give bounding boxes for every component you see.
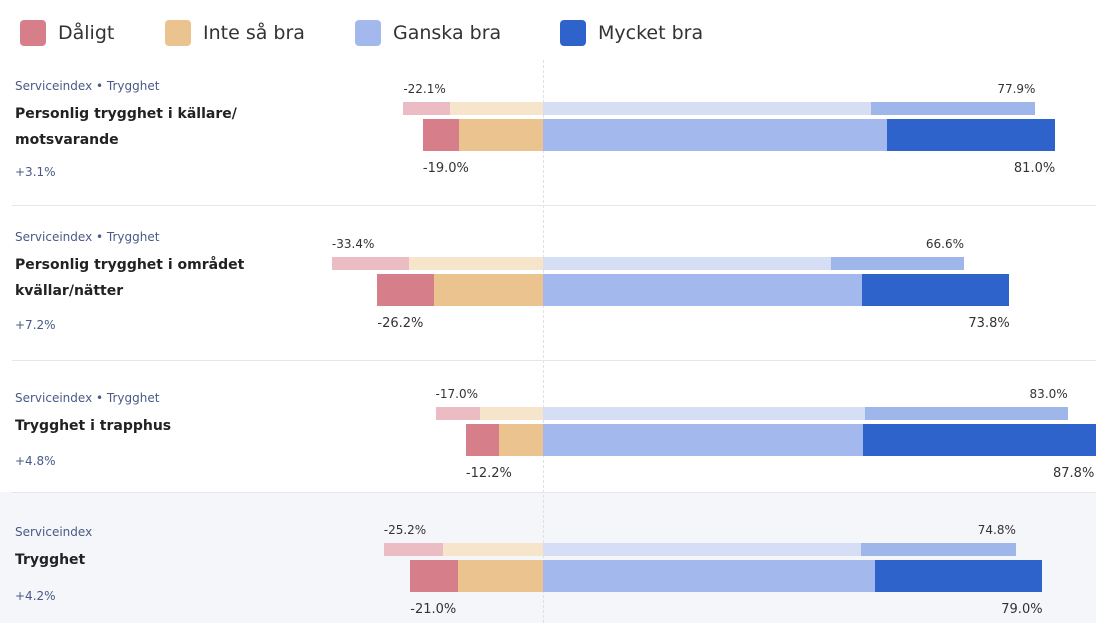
row-separator — [12, 205, 1096, 206]
row-change: +3.1% — [15, 165, 56, 179]
bar-segment — [403, 102, 451, 115]
row-separator — [12, 492, 1096, 493]
bar-segment — [377, 274, 435, 306]
bar-segment — [865, 407, 1068, 420]
row-title: Trygghet i trapphus — [15, 418, 172, 434]
bar-segment — [862, 274, 1010, 306]
bar-segment — [543, 274, 863, 306]
bar-segment — [410, 560, 459, 592]
legend-item: Dåligt — [20, 20, 114, 46]
total-label: -25.2% — [383, 523, 427, 537]
row-category: Serviceindex — [15, 525, 93, 539]
bar-segment — [862, 424, 1096, 456]
bar-segment — [543, 257, 832, 270]
row-category: Serviceindex • Trygghet — [15, 79, 160, 93]
legend-label: Dåligt — [58, 22, 115, 44]
row-title: Personlig trygghet i området kvällar/nät… — [15, 257, 245, 299]
bar-segment — [543, 560, 875, 592]
total-label: -33.4% — [331, 237, 375, 251]
bar-segment — [543, 102, 871, 115]
bar-segment — [498, 424, 543, 456]
bar-segment — [383, 543, 443, 556]
row-change: +4.2% — [15, 589, 56, 603]
row-category: Serviceindex • Trygghet — [15, 230, 160, 244]
legend-swatch — [165, 20, 191, 46]
row-title: Trygghet — [15, 552, 86, 568]
row-category: Serviceindex • Trygghet — [15, 391, 160, 405]
bar-segment — [465, 424, 499, 456]
total-label: 74.8% — [977, 523, 1016, 537]
bar-segment — [331, 257, 409, 270]
bar-segment — [887, 119, 1055, 151]
center-line — [543, 60, 544, 623]
bar-segment — [543, 424, 863, 456]
bar-segment — [543, 543, 861, 556]
legend-item: Mycket bra — [560, 20, 703, 46]
bar-segment — [860, 543, 1016, 556]
bar-segment — [435, 407, 480, 420]
total-label: -21.0% — [410, 602, 457, 617]
legend-item: Ganska bra — [355, 20, 501, 46]
bar-segment — [409, 257, 543, 270]
bar-segment — [479, 407, 543, 420]
row-title: Personlig trygghet i källare/ motsvarand… — [15, 106, 237, 148]
bar-segment — [434, 274, 543, 306]
row-change: +4.8% — [15, 454, 56, 468]
total-label: 79.0% — [1001, 602, 1043, 617]
total-label: 66.6% — [925, 237, 965, 251]
total-label: 83.0% — [1029, 387, 1068, 401]
total-label: -26.2% — [377, 316, 424, 331]
legend-swatch — [355, 20, 381, 46]
bar-segment — [874, 560, 1043, 592]
total-label: 87.8% — [1053, 466, 1095, 481]
bar-segment — [458, 560, 543, 592]
row-change: +7.2% — [15, 318, 56, 332]
legend-label: Inte så bra — [203, 22, 305, 44]
bar-segment — [831, 257, 964, 270]
bar-segment — [543, 119, 888, 151]
total-label: -19.0% — [422, 161, 469, 176]
legend-item: Inte så bra — [165, 20, 305, 46]
bar-segment — [871, 102, 1036, 115]
total-label: 81.0% — [1013, 161, 1056, 176]
bar-segment — [458, 119, 543, 151]
total-label: -12.2% — [465, 466, 512, 481]
bar-segment — [422, 119, 459, 151]
legend-label: Ganska bra — [393, 22, 502, 44]
total-label: -22.1% — [403, 82, 446, 96]
total-label: 73.8% — [968, 316, 1010, 331]
legend-swatch — [20, 20, 46, 46]
total-label: -17.0% — [435, 387, 478, 401]
bar-segment — [543, 407, 866, 420]
legend-label: Mycket bra — [598, 22, 704, 44]
row-highlight — [0, 492, 1096, 623]
bar-segment — [442, 543, 543, 556]
row-separator — [12, 360, 1096, 361]
legend-swatch — [560, 20, 586, 46]
total-label: 77.9% — [997, 82, 1036, 96]
bar-segment — [450, 102, 543, 115]
